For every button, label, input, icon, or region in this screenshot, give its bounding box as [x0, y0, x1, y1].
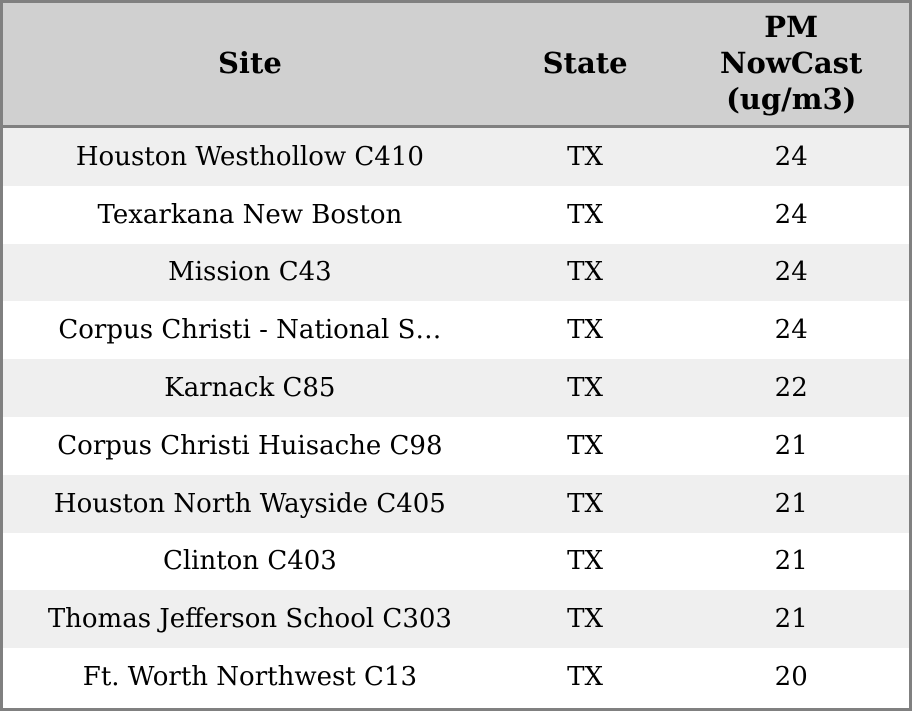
table-row: Karnack C85 TX 22 [3, 359, 909, 417]
cell-site: Clinton C403 [162, 546, 337, 577]
cell-state: TX [567, 604, 604, 635]
cell-site: Ft. Worth Northwest C13 [82, 662, 417, 693]
cell-site: Houston North Wayside C405 [53, 488, 446, 519]
cell-site: Karnack C85 [164, 373, 336, 404]
cell-state: TX [567, 257, 604, 288]
cell-site: Thomas Jefferson School C303 [47, 604, 452, 635]
cell-state: TX [567, 141, 604, 172]
cell-state: TX [567, 430, 604, 461]
cell-pm-nowcast: 22 [774, 373, 808, 404]
header-row: Site State PM NowCast (ug/m3) [3, 3, 909, 128]
table-row: Corpus Christi Huisache C98 TX 21 [3, 416, 909, 475]
cell-site: Houston Westhollow C410 [75, 141, 424, 172]
cell-pm-nowcast: 24 [774, 141, 808, 172]
table-row: Ft. Worth Northwest C13 TX 20 [3, 648, 909, 706]
cell-pm-nowcast: 24 [774, 315, 808, 346]
column-header-site[interactable]: Site [3, 3, 497, 128]
cell-pm-nowcast: 21 [774, 488, 808, 519]
cell-state: TX [567, 315, 604, 346]
cell-state: TX [567, 373, 604, 404]
table-row: Mission C43 TX 24 [3, 243, 909, 302]
cell-pm-nowcast: 21 [774, 604, 808, 635]
table-header: Site State PM NowCast (ug/m3) [3, 3, 909, 128]
column-header-state[interactable]: State [496, 3, 674, 128]
cell-state: TX [567, 546, 604, 577]
column-header-state-label: State [542, 46, 628, 81]
table-body: Houston Westhollow C410 TX 24 Texarkana … [3, 126, 909, 706]
table-row: Thomas Jefferson School C303 TX 21 [3, 590, 909, 649]
data-table: Site State PM NowCast (ug/m3) Houston We… [3, 3, 909, 706]
cell-site: Mission C43 [168, 257, 332, 288]
cell-pm-nowcast: 21 [774, 430, 808, 461]
cell-site: Corpus Christi Huisache C98 [57, 430, 443, 461]
cell-pm-nowcast: 24 [774, 257, 808, 288]
cell-state: TX [567, 199, 604, 230]
cell-site: Corpus Christi - National S… [58, 315, 442, 346]
column-header-pm-nowcast-label: PM NowCast (ug/m3) [720, 10, 863, 116]
table-row: Texarkana New Boston TX 24 [3, 185, 909, 244]
cell-pm-nowcast: 24 [774, 199, 808, 230]
cell-state: TX [567, 488, 604, 519]
table-row: Houston Westhollow C410 TX 24 [3, 126, 909, 186]
cell-state: TX [567, 662, 604, 693]
cell-pm-nowcast: 21 [774, 546, 808, 577]
table-row: Houston North Wayside C405 TX 21 [3, 474, 909, 533]
column-header-pm-nowcast[interactable]: PM NowCast (ug/m3) [673, 3, 909, 128]
cell-pm-nowcast: 20 [774, 662, 808, 693]
table-row: Clinton C403 TX 21 [3, 532, 909, 591]
table-row: Corpus Christi - National S… TX 24 [3, 301, 909, 360]
column-header-site-label: Site [217, 46, 282, 81]
cell-site: Texarkana New Boston [97, 199, 403, 230]
